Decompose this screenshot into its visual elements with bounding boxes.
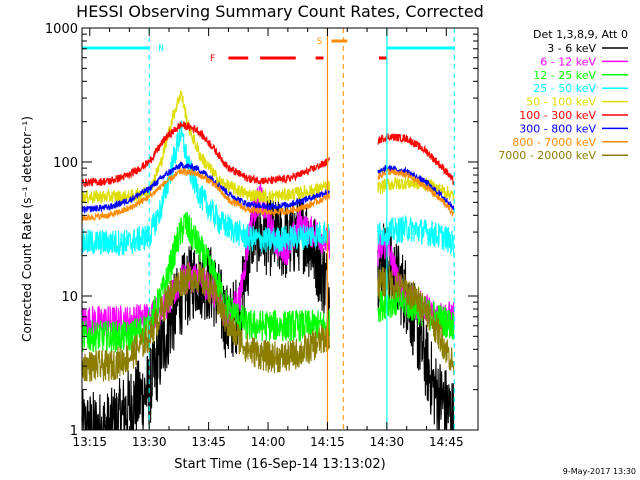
series-layer [81, 90, 455, 431]
series-100-300-kevline [81, 121, 455, 188]
chart-title: HESSI Observing Summary Count Rates, Cor… [76, 2, 484, 21]
y-tick-label: 1000 [45, 22, 78, 37]
x-tick-label: 14:15 [310, 435, 345, 449]
legend-item-label: 50 - 100 keV [526, 96, 596, 109]
y-axis-label: Corrected Count Rate (s⁻¹ detector⁻¹) [20, 116, 34, 342]
x-tick-label: 13:30 [132, 435, 167, 449]
series-7000-20000-kevline [81, 262, 455, 383]
x-tick-label: 13:15 [72, 435, 107, 449]
legend-item-label: 25 - 50 keV [533, 82, 596, 95]
flag-n-label: N [158, 44, 163, 54]
legend-item-label: 300 - 800 keV [519, 122, 596, 135]
plot-frame [81, 27, 479, 431]
legend-item-label: 12 - 25 keV [533, 69, 596, 82]
series-800-7000-kevline [81, 167, 455, 222]
legend-item-label: 100 - 300 keV [519, 109, 596, 122]
y-tick-label: 10 [61, 290, 78, 305]
y-tick-label: 1 [70, 424, 78, 439]
y-tick-label: 100 [53, 156, 78, 171]
x-tick-label: 14:45 [429, 435, 464, 449]
x-axis-label: Start Time (16-Sep-14 13:13:02) [174, 457, 385, 472]
legend-item-label: 3 - 6 keV [547, 42, 596, 55]
flag-layer: N S F [81, 28, 455, 430]
x-tick-label: 14:30 [370, 435, 405, 449]
y-axis: 1 10 100 1000 [45, 22, 478, 439]
series-300-800-kevline [81, 161, 455, 215]
x-tick-label: 14:00 [251, 435, 286, 449]
series-25-50-kevline [81, 120, 455, 258]
series-12-25-kevline [81, 212, 455, 353]
flag-s-label: S [317, 37, 322, 47]
flag-f-label: F [210, 54, 215, 64]
legend-item-label: 6 - 12 keV [540, 55, 596, 68]
plot-area: N S F [81, 28, 455, 431]
date-stamp: 9-May-2017 13:30 [563, 467, 636, 476]
x-axis: 13:15 13:30 13:45 14:00 14:15 14:30 14:45 [72, 28, 464, 449]
legend-item-label: 800 - 7000 keV [512, 136, 596, 149]
legend-title: Det 1,3,8,9, Att 0 [533, 28, 628, 41]
legend-item-label: 7000 - 20000 keV [498, 149, 596, 162]
x-tick-label: 13:45 [191, 435, 226, 449]
